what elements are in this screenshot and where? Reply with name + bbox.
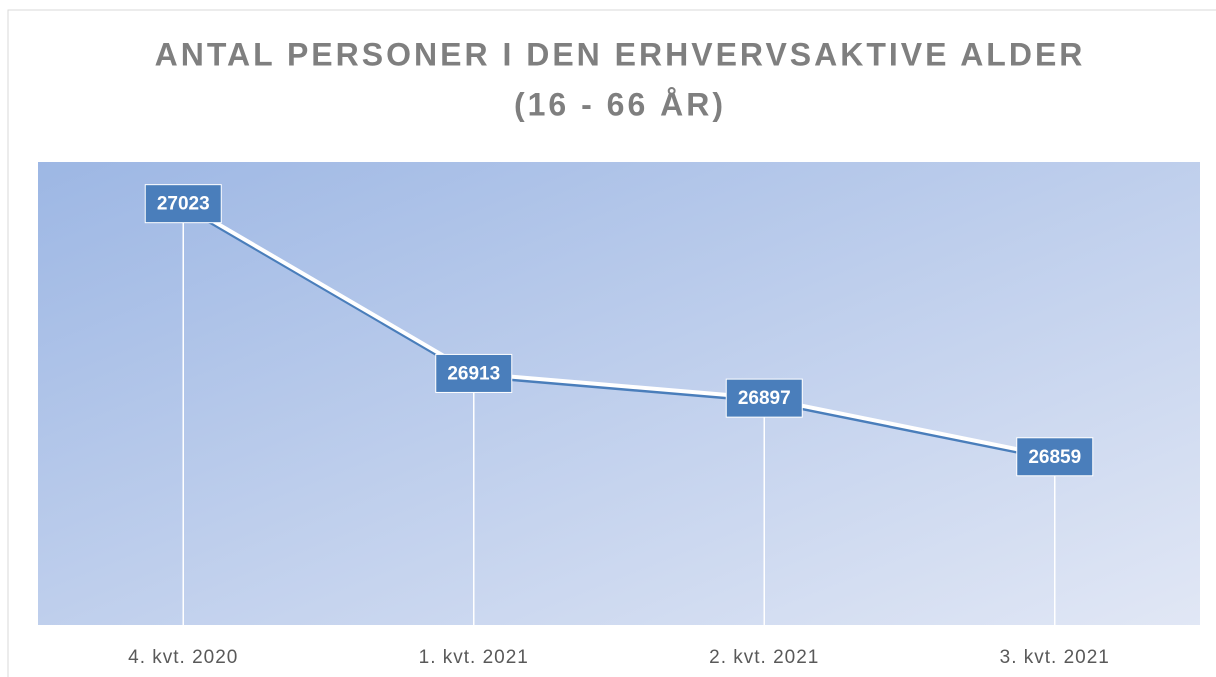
x-tick-label: 2. kvt. 2021	[709, 647, 819, 668]
data-label-box	[1016, 437, 1094, 477]
plot-area	[38, 162, 1200, 625]
data-label: 26897	[738, 388, 791, 409]
chart-frame	[7, 9, 1216, 677]
line	[182, 201, 1056, 459]
data-label-box	[725, 378, 803, 418]
data-label-box	[144, 184, 222, 224]
data-label: 26859	[1028, 447, 1081, 468]
x-tick-label: 3. kvt. 2021	[1000, 647, 1110, 668]
line-shadow	[182, 205, 1056, 462]
data-label: 27023	[157, 194, 210, 215]
data-label: 26913	[447, 363, 500, 384]
chart-title: (16 - 66 ÅR)	[514, 86, 726, 122]
data-label-box	[435, 353, 513, 393]
chart-title: ANTAL PERSONER I DEN ERHVERVSAKTIVE ALDE…	[155, 36, 1086, 72]
x-tick-label: 4. kvt. 2020	[128, 647, 238, 668]
x-tick-label: 1. kvt. 2021	[419, 647, 529, 668]
